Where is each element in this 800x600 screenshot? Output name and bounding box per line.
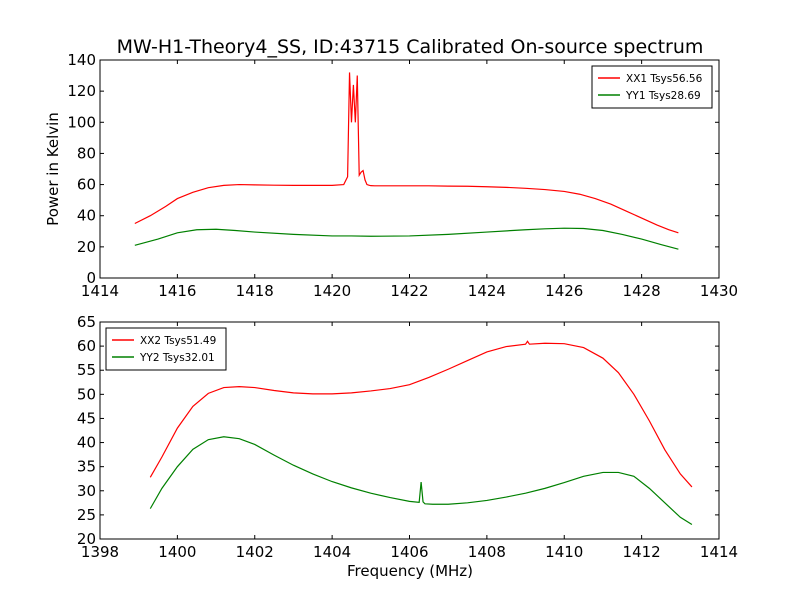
- bottom-xtick-label: 1406: [390, 543, 428, 561]
- bottom-ytick-label: 25: [77, 506, 96, 524]
- bottom-xtick-label: 1402: [236, 543, 274, 561]
- top-xtick-label: 1420: [313, 282, 351, 300]
- bottom-plot-ticks: 1398 1400 1402 1404 1406 1408 1410 1412 1414 20 25…: [77, 313, 738, 561]
- bottom-legend-label-1: XX2 Tsys51.49: [140, 335, 216, 347]
- top-ytick-label: 140: [67, 51, 96, 69]
- top-xtick-label: 1418: [236, 282, 274, 300]
- top-plot-lines: [134, 72, 679, 250]
- bottom-xtick-label: 1410: [545, 543, 583, 561]
- bottom-ytick-label: 20: [77, 530, 96, 548]
- bottom-xtick-label: 1414: [700, 543, 738, 561]
- bottom-ytick-label: 45: [77, 409, 96, 427]
- top-plot-legend: XX1 Tsys56.56 YY1 Tsys28.69: [591, 65, 713, 109]
- bottom-legend-box: [105, 327, 227, 371]
- top-xtick-label: 1414: [81, 282, 119, 300]
- top-ytick-label: 80: [77, 144, 96, 162]
- bottom-plot-lines: [149, 340, 693, 526]
- bottom-xtick-label: 1412: [623, 543, 661, 561]
- top-plot-frame: [99, 59, 720, 279]
- figure-title: MW-H1-Theory4_SS, ID:43715 Calibrated On…: [117, 36, 704, 58]
- top-ytick-label: 120: [67, 82, 96, 100]
- bottom-xtick-label: 1400: [158, 543, 196, 561]
- bottom-xtick-label: 1408: [468, 543, 506, 561]
- top-xtick-label: 1424: [468, 282, 506, 300]
- top-series-line-2: [134, 227, 679, 250]
- top-plot-ticks: 1414 1416 1418 1420 1422 1424 1426 1428 1430 0 20 4…: [67, 51, 738, 300]
- top-ytick-label: 20: [77, 238, 96, 256]
- top-ytick-label: 100: [67, 113, 96, 131]
- bottom-plot-legend: XX2 Tsys51.49 YY2 Tsys32.01: [105, 327, 227, 371]
- top-xtick-label: 1422: [390, 282, 428, 300]
- bottom-ytick-label: 55: [77, 361, 96, 379]
- bottom-series-line-1: [149, 340, 693, 488]
- bottom-xtick-label: 1398: [81, 543, 119, 561]
- bottom-ytick-label: 60: [77, 337, 96, 355]
- bottom-plot: Frequency (MHz) 1398 1400 1402 1404 1406 1408…: [77, 313, 738, 580]
- top-plot-ylabel: Power in Kelvin: [44, 112, 62, 226]
- top-ytick-label: 60: [77, 176, 96, 194]
- bottom-ytick-label: 35: [77, 458, 96, 476]
- bottom-ytick-label: 30: [77, 482, 96, 500]
- top-legend-box: [591, 65, 713, 109]
- bottom-plot-frame: [99, 321, 720, 540]
- top-legend-label-2: YY1 Tsys28.69: [625, 90, 701, 102]
- bottom-plot-xlabel: Frequency (MHz): [347, 562, 473, 580]
- bottom-series-line-2: [149, 436, 693, 526]
- top-xtick-label: 1428: [623, 282, 661, 300]
- top-xtick-label: 1426: [545, 282, 583, 300]
- top-plot: Power in Kelvin 1414 1416 1418 1420 1422 1424…: [44, 51, 738, 300]
- top-series-line-1: [134, 72, 679, 234]
- top-xtick-label: 1416: [158, 282, 196, 300]
- top-ytick-label: 40: [77, 207, 96, 225]
- bottom-legend-label-2: YY2 Tsys32.01: [139, 352, 215, 364]
- bottom-xtick-label: 1404: [313, 543, 351, 561]
- top-ytick-label: 0: [86, 269, 96, 287]
- bottom-ytick-label: 65: [77, 313, 96, 331]
- top-xtick-label: 1430: [700, 282, 738, 300]
- bottom-ytick-label: 50: [77, 385, 96, 403]
- top-legend-label-1: XX1 Tsys56.56: [626, 73, 703, 85]
- bottom-ytick-label: 40: [77, 434, 96, 452]
